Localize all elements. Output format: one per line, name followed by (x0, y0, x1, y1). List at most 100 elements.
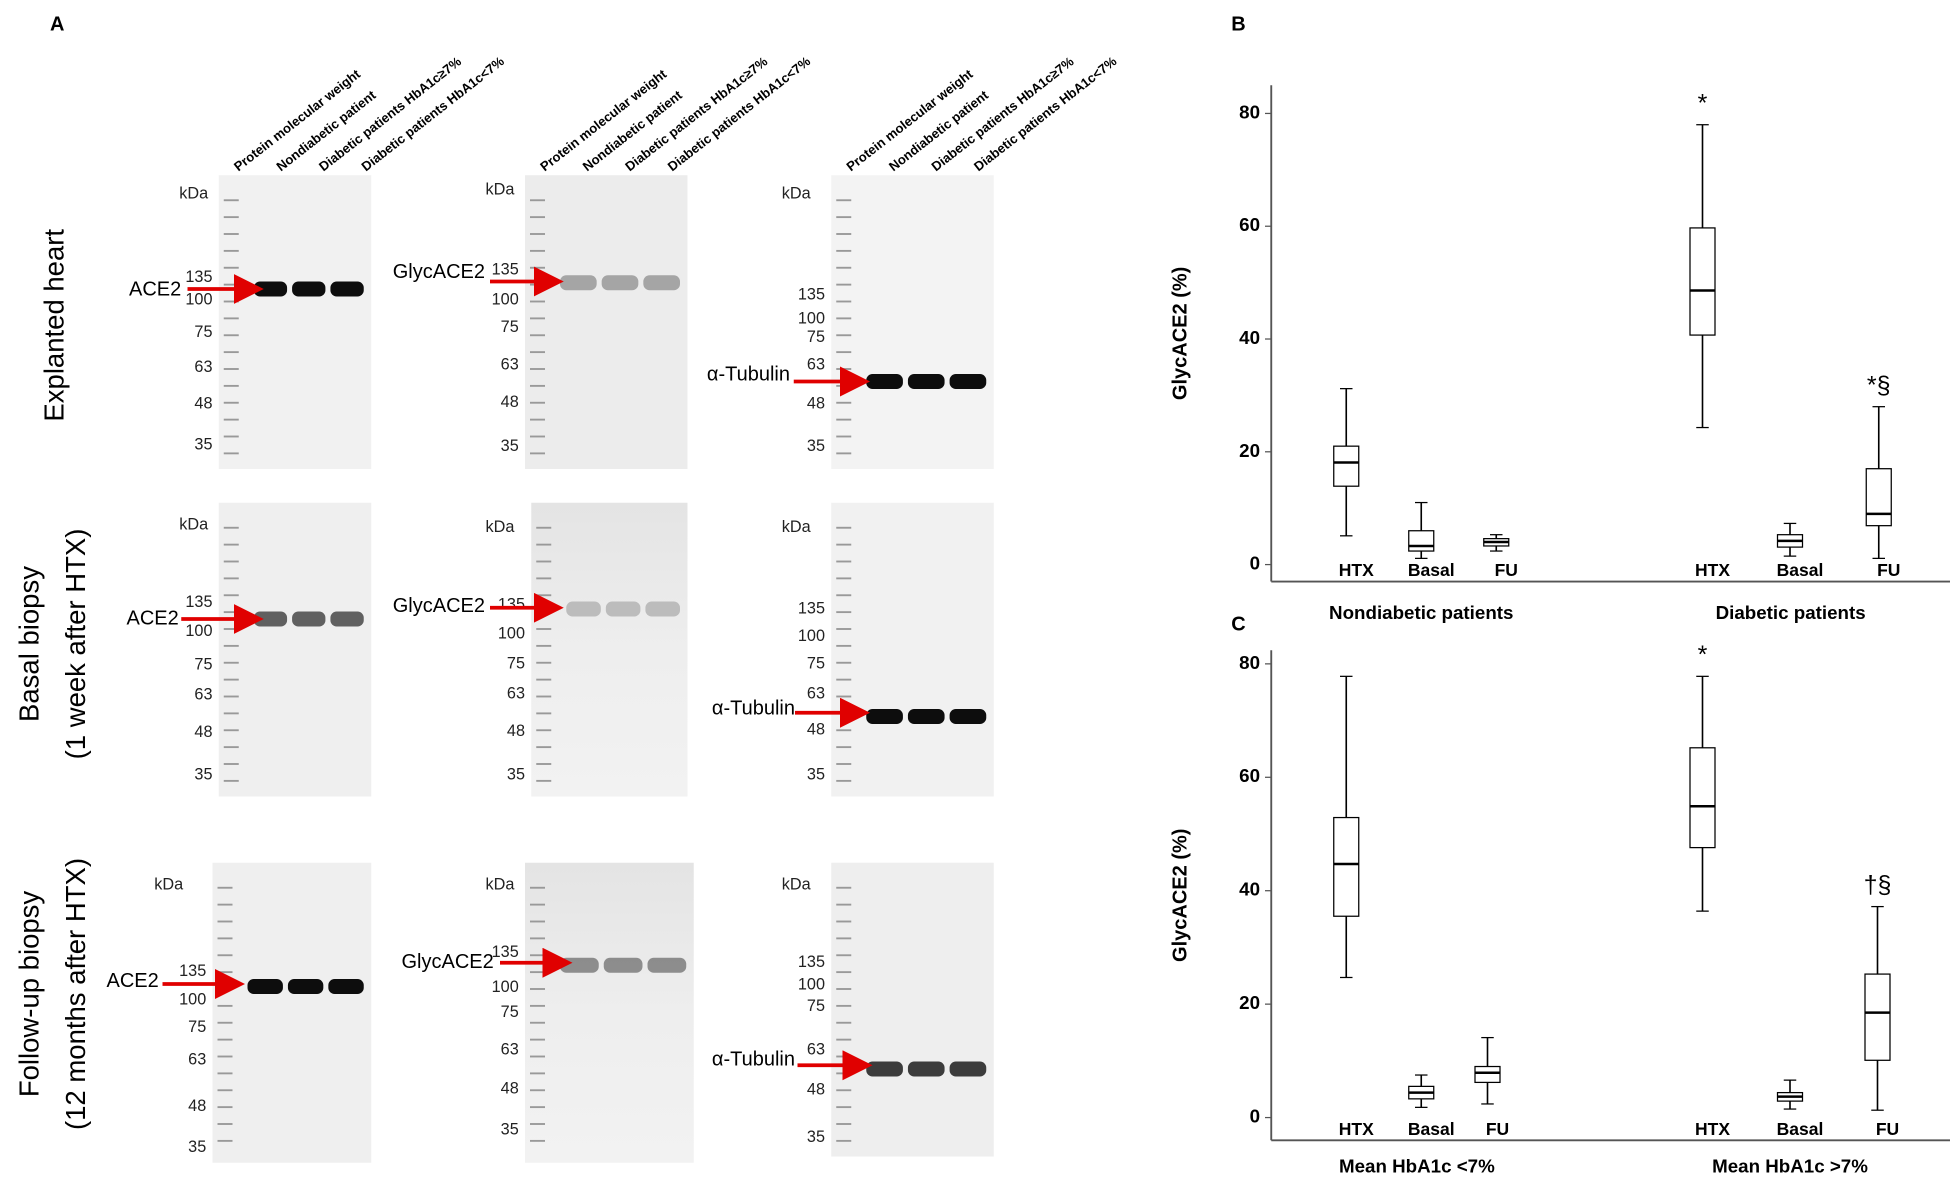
group-label: Diabetic patients (1716, 602, 1866, 623)
protein-label: GlycACE2 (393, 261, 485, 283)
marker-label: 48 (507, 722, 525, 740)
marker-label: 135 (492, 261, 519, 279)
protein-label: GlycACE2 (402, 951, 494, 973)
box (1865, 468, 1892, 527)
marker-label: 48 (188, 1097, 206, 1115)
marker-label: 135 (798, 953, 825, 971)
marker-label: 75 (501, 1003, 519, 1021)
protein-band (601, 275, 639, 291)
marker-label: 75 (501, 318, 519, 336)
protein-band (645, 601, 680, 617)
y-tick-label: 0 (1250, 1106, 1260, 1127)
protein-band (247, 979, 283, 994)
protein-label: α-Tubulin (712, 697, 795, 719)
marker-label: 75 (807, 997, 825, 1015)
y-axis-label: GlycACE2 (%) (1170, 267, 1192, 400)
category-label: Basal (1408, 1119, 1455, 1139)
group-label: Mean HbA1c <7% (1339, 1156, 1495, 1177)
marker-label: 135 (798, 599, 825, 617)
protein-band (253, 281, 288, 297)
protein-band (253, 611, 288, 627)
y-axis-label: GlycACE2 (%) (1170, 829, 1192, 962)
blot (531, 502, 688, 797)
kda-label: kDa (179, 516, 209, 534)
marker-label: 63 (194, 358, 212, 376)
marker-label: 35 (188, 1138, 206, 1156)
marker-label: 135 (492, 943, 519, 961)
category-label: Basal (1777, 1119, 1824, 1139)
kda-label: kDa (154, 876, 184, 894)
category-label: FU (1877, 560, 1900, 580)
kda-label: kDa (486, 518, 516, 536)
box (1474, 1065, 1501, 1084)
marker-label: 75 (188, 1018, 206, 1036)
blot (212, 862, 372, 1163)
protein-band (328, 979, 364, 994)
protein-label: α-Tubulin (707, 364, 790, 386)
y-tick-label: 60 (1239, 214, 1260, 235)
row-label: Follow-up biopsy (14, 891, 45, 1098)
marker-label: 35 (807, 437, 825, 455)
protein-label: ACE2 (107, 970, 159, 992)
marker-label: 63 (807, 356, 825, 374)
blot (218, 175, 372, 469)
marker-label: 48 (194, 394, 212, 412)
kda-label: kDa (782, 518, 812, 536)
marker-label: 48 (501, 1079, 519, 1097)
marker-label: 100 (185, 622, 212, 640)
panel-label: B (1231, 14, 1245, 36)
protein-band (643, 275, 680, 291)
box (1864, 973, 1891, 1061)
protein-band (907, 374, 945, 389)
kda-label: kDa (179, 184, 209, 202)
category-label: HTX (1339, 1119, 1374, 1139)
marker-label: 135 (185, 593, 212, 611)
marker-label: 63 (507, 684, 525, 702)
group-label: Mean HbA1c >7% (1712, 1156, 1868, 1177)
marker-label: 75 (194, 656, 212, 674)
protein-band (330, 281, 364, 297)
blot (831, 862, 994, 1157)
protein-band (560, 957, 599, 973)
category-label: FU (1495, 560, 1518, 580)
protein-band (907, 1061, 945, 1077)
marker-label: 48 (807, 1081, 825, 1099)
marker-label: 75 (807, 654, 825, 672)
blot (831, 502, 994, 797)
box (1333, 445, 1360, 487)
protein-band (866, 374, 903, 389)
protein-band (292, 611, 326, 627)
annotation: * (1698, 89, 1708, 117)
annotation: *§ (1867, 371, 1891, 399)
category-label: FU (1486, 1119, 1509, 1139)
marker-label: 75 (807, 328, 825, 346)
protein-band (866, 1061, 903, 1077)
protein-band (949, 1061, 987, 1077)
marker-label: 100 (492, 291, 519, 309)
row-label: (12 months after HTX) (60, 858, 91, 1130)
marker-label: 100 (798, 976, 825, 994)
marker-label: 135 (798, 286, 825, 304)
y-tick-label: 40 (1239, 879, 1260, 900)
protein-band (287, 979, 324, 994)
category-label: Basal (1408, 560, 1455, 580)
protein-label: ACE2 (127, 607, 179, 629)
panel-label: C (1231, 614, 1245, 636)
protein-band (605, 601, 641, 617)
marker-label: 100 (179, 991, 206, 1009)
marker-label: 63 (188, 1051, 206, 1069)
marker-label: 75 (507, 654, 525, 672)
protein-label: ACE2 (129, 279, 181, 301)
blot (218, 502, 372, 797)
y-tick-label: 80 (1239, 101, 1260, 122)
protein-band (603, 957, 643, 973)
protein-band (560, 275, 597, 291)
kda-label: kDa (486, 876, 516, 894)
marker-label: 63 (807, 1041, 825, 1059)
y-tick-label: 40 (1239, 327, 1260, 348)
panel-label: A (50, 14, 64, 36)
marker-label: 48 (194, 723, 212, 741)
y-tick-label: 20 (1239, 440, 1260, 461)
row-label: Basal biopsy (14, 566, 45, 722)
